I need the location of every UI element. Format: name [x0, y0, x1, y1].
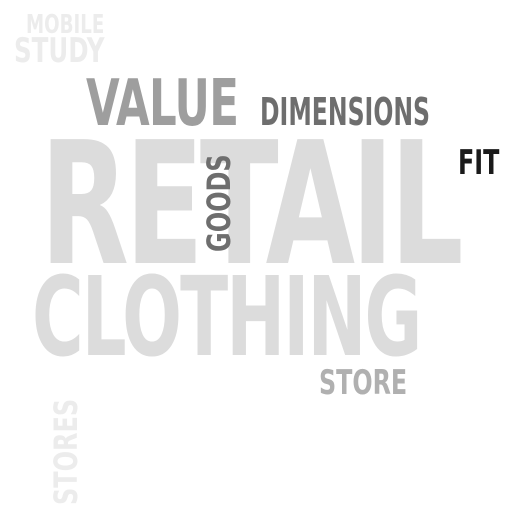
word-retail: RETAIL: [40, 120, 512, 290]
word-study: STUDY: [14, 34, 140, 68]
word-clothing-text: CLOTHING: [32, 253, 422, 381]
word-dimensions: DIMENSIONS: [260, 93, 512, 131]
word-value: VALUE: [86, 72, 310, 136]
word-store: STORE: [319, 366, 445, 400]
word-goods-text: GOODS: [200, 154, 238, 252]
word-fit: FIT: [458, 146, 512, 180]
word-study-text: STUDY: [14, 31, 105, 71]
word-store-text: STORE: [319, 363, 408, 403]
word-value-text: VALUE: [86, 67, 239, 141]
word-retail-text: RETAIL: [40, 106, 464, 304]
word-fit-text: FIT: [458, 143, 500, 183]
word-clothing: CLOTHING: [32, 262, 512, 372]
word-dimensions-text: DIMENSIONS: [260, 90, 431, 134]
word-stores-text: STORES: [47, 398, 85, 505]
word-mobile: MOBILE: [26, 12, 138, 38]
word-goods: GOODS: [200, 122, 238, 252]
word-mobile-text: MOBILE: [26, 10, 105, 40]
word-stores: STORES: [47, 363, 85, 505]
